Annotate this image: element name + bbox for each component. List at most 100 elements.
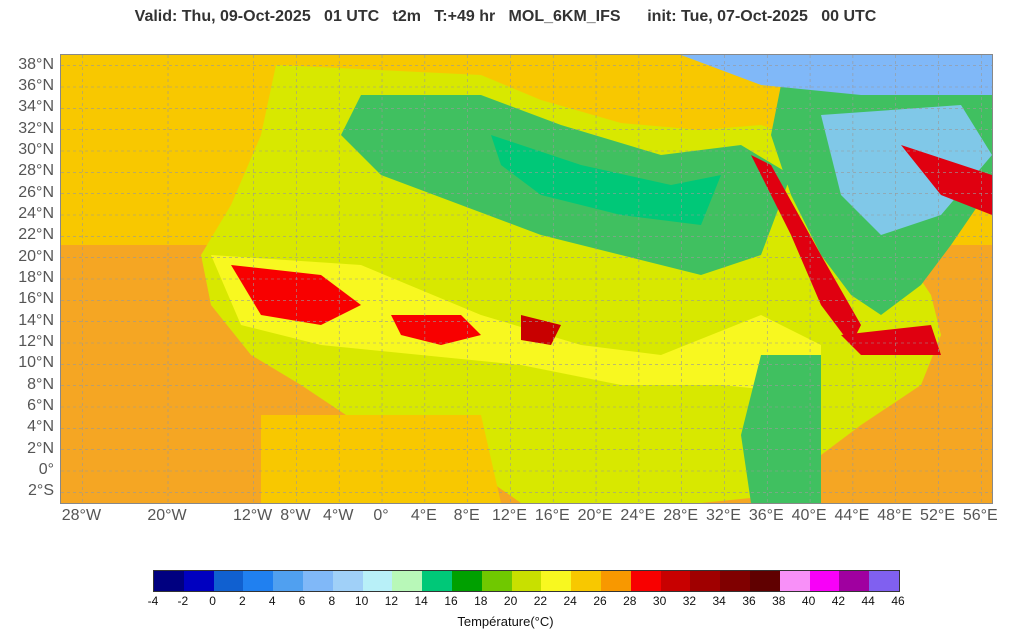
lon-label: 48°E [877,507,913,524]
lat-label: 30°N [18,141,54,158]
colorbar-tick-label: 46 [891,594,905,608]
colorbar-swatch [243,571,274,591]
lat-label: 8°N [27,375,54,393]
lon-label: 24°E [620,507,656,524]
lat-label: 32°N [18,119,54,137]
lon-label: 20°W [147,507,187,524]
lon-label: 12°E [492,507,527,524]
colorbar-title: Température(°C) [457,614,554,629]
colorbar-tick-label: 16 [444,594,458,608]
red-sea [751,155,861,345]
colorbar-swatch [273,571,303,591]
lon-label: 28°E [663,507,699,524]
colorbar-swatch [630,571,661,591]
map-title: Valid: Thu, 09-Oct-2025 01 UTC t2m T:+49… [134,8,877,25]
lat-label: 28°N [18,162,54,180]
lat-label: 14°N [18,311,54,329]
colorbar-tick-label: 32 [682,594,697,608]
lon-label: 28°W [61,507,102,524]
colorbar-swatch [869,571,899,591]
colorbar-swatch [392,571,423,591]
arabia-cool-core [821,105,992,235]
lat-label: 4°N [27,418,54,436]
colorbar-tick-label: 22 [533,594,548,608]
colorbar-tick-label: 30 [652,594,667,608]
colorbar-swatch [779,571,810,591]
lon-label: 12°W [232,507,273,524]
lon-label: 56°E [962,507,998,524]
colorbar-tick-label: 24 [563,594,577,608]
lon-label: 36°E [748,507,784,524]
colorbar-swatch [660,571,691,591]
colorbar-tick-label: 34 [712,594,726,608]
lon-label: 40°E [791,507,827,524]
colorbar-swatch [302,571,333,591]
colorbar-tick-label: -2 [177,594,189,608]
colorbar-tick-label: 38 [772,594,786,608]
lat-label: 38°N [18,55,54,73]
temperature-map[interactable] [60,54,993,504]
colorbar [153,570,900,592]
colorbar-swatch [511,571,542,591]
colorbar-swatch [481,571,512,591]
mali-hot-spot [391,315,481,345]
lon-label: 4°W [323,507,354,524]
colorbar-tick-label: 44 [861,594,875,608]
colorbar-swatch [600,571,631,591]
gulf-of-aden [841,325,941,355]
lat-label: 16°N [18,290,54,308]
lat-label: 34°N [18,98,54,116]
colorbar-swatch [720,571,750,591]
colorbar-tick-label: 14 [414,594,428,608]
lon-label: 8°W [280,507,311,524]
colorbar-tick-label: 28 [623,594,637,608]
colorbar-tick-label: 26 [593,594,607,608]
mauritania-hot-spot [231,265,361,325]
lat-label: 0° [38,461,54,478]
colorbar-swatch [571,571,601,591]
colorbar-tick-label: 40 [801,594,816,608]
colorbar-tick-label: 10 [354,594,369,608]
lon-label: 0° [373,507,389,524]
colorbar-swatch [809,571,840,591]
colorbar-tick-label: 6 [298,594,306,608]
east-africa-highlands [741,355,821,503]
colorbar-tick-label: 36 [742,594,756,608]
colorbar-tick-label: 2 [239,594,246,608]
lat-label: 20°N [18,247,54,265]
lon-label: 8°E [453,507,480,524]
lat-label: 24°N [18,205,54,222]
lat-label: 6°N [27,397,54,414]
colorbar-tick-label: 4 [268,594,276,608]
lat-label: 12°N [18,333,54,350]
colorbar-swatch [839,571,870,591]
lon-label: 32°E [706,507,741,524]
lat-label: 36°N [18,77,54,94]
colorbar-swatch [749,571,780,591]
colorbar-swatch [183,571,214,591]
colorbar-tick-label: 8 [328,594,336,608]
colorbar-swatch [690,571,721,591]
colorbar-swatch [451,571,482,591]
persian-gulf [901,145,992,215]
colorbar-swatch [541,571,572,591]
lat-label: 10°N [18,354,54,372]
lat-label: 18°N [18,269,54,286]
colorbar-tick-label: 42 [831,594,846,608]
lon-label: 20°E [577,507,613,524]
colorbar-tick-label: 12 [384,594,399,608]
gulf-of-guinea [261,415,501,503]
lat-label: 2°N [27,439,54,457]
lon-label: 16°E [534,507,570,524]
colorbar-swatch [154,571,184,591]
colorbar-swatch [332,571,363,591]
colorbar-swatch [422,571,452,591]
sahara-cold-core [491,135,721,225]
lon-label: 4°E [410,507,437,524]
lat-lon-grid [61,55,992,503]
lat-label: 2°S [28,482,54,500]
colorbar-tick-label: -4 [147,594,159,608]
colorbar-swatch [213,571,244,591]
colorbar-tick-label: 18 [474,594,488,608]
turkey-cold-area [681,55,992,95]
